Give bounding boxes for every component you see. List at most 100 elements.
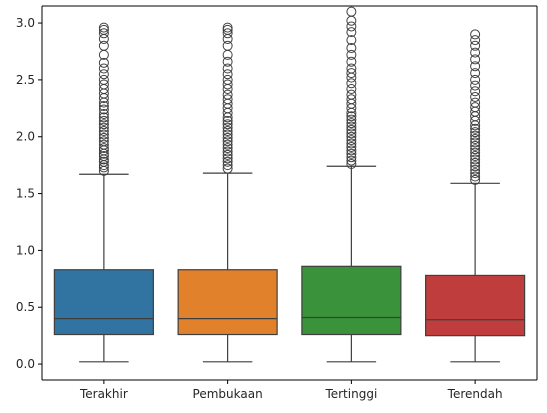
outlier-point: [98, 79, 109, 90]
outlier-point: [346, 131, 357, 142]
outlier-point: [346, 89, 357, 100]
y-axis: 0.0 0.5 1.0 1.5 2.0 2.5 3.0: [16, 6, 538, 380]
outlier-point: [222, 24, 233, 35]
outlier-point: [470, 61, 481, 72]
outlier-point: [346, 121, 357, 132]
outlier-point: [470, 140, 481, 151]
box-tertinggi: [301, 6, 402, 363]
y-tick-label: 1.5: [16, 187, 35, 201]
outlier-point: [346, 21, 357, 32]
outlier-point: [222, 63, 233, 74]
y-tick-label: 2.0: [16, 130, 35, 144]
box-iqr: [425, 274, 526, 337]
x-tick-label: Tertinggi: [324, 387, 377, 401]
x-axis: Terakhir Pembukaan Tertinggi Terendah: [42, 5, 537, 401]
outlier-point: [98, 122, 109, 133]
x-tick-label: Pembukaan: [193, 387, 263, 401]
outlier-point: [470, 47, 481, 58]
outlier-point: [346, 114, 357, 125]
outlier-point: [470, 102, 481, 113]
y-tick-label: 0.0: [16, 357, 35, 371]
outlier-point: [470, 147, 481, 158]
x-tick-label: Terendah: [447, 387, 503, 401]
box-iqr: [53, 269, 154, 336]
outlier-point: [470, 40, 481, 51]
y-tick-label: 0.5: [16, 300, 35, 314]
outlier-point: [470, 86, 481, 97]
outlier-point: [346, 68, 357, 79]
outlier-point: [222, 56, 233, 67]
outlier-point: [346, 128, 357, 139]
outlier-point: [346, 124, 357, 135]
box-terendah: [425, 29, 526, 363]
outlier-point: [222, 94, 233, 105]
outlier-point: [470, 68, 481, 79]
outlier-point: [346, 135, 357, 146]
outlier-point: [98, 108, 109, 119]
outlier-point: [470, 97, 481, 108]
outlier-point: [470, 157, 481, 168]
outlier-point: [98, 126, 109, 137]
outlier-point: [470, 91, 481, 102]
outlier-point: [98, 63, 109, 74]
outlier-point: [98, 40, 109, 51]
outlier-point: [222, 153, 233, 164]
box-iqr: [177, 269, 278, 336]
outlier-point: [470, 54, 481, 65]
outlier-point: [346, 27, 357, 38]
outlier-point: [222, 146, 233, 157]
outlier-point: [346, 15, 357, 26]
outlier-point: [222, 115, 233, 126]
outlier-point: [470, 151, 481, 162]
outlier-point: [222, 119, 233, 130]
outlier-point: [470, 134, 481, 145]
y-tick-label: 1.0: [16, 243, 35, 257]
outlier-point: [222, 40, 233, 51]
outlier-point: [222, 160, 233, 171]
outlier-point: [470, 35, 481, 46]
box-terakhir: [53, 22, 154, 363]
outlier-point: [98, 22, 109, 33]
outlier-point: [470, 144, 481, 155]
outlier-point: [98, 143, 109, 154]
outlier-point: [98, 129, 109, 140]
outlier-point: [98, 132, 109, 143]
outlier-point: [222, 129, 233, 140]
outlier-point: [222, 69, 233, 80]
outlier-point: [222, 89, 233, 100]
outlier-point: [470, 154, 481, 165]
outlier-point: [346, 56, 357, 67]
outlier-point: [98, 151, 109, 162]
outlier-point: [346, 94, 357, 105]
outlier-point: [222, 139, 233, 150]
outlier-point: [346, 43, 357, 54]
box-iqr: [301, 265, 402, 336]
y-tick-label: 2.5: [16, 73, 35, 87]
outlier-point: [346, 111, 357, 122]
outlier-point: [346, 78, 357, 89]
outlier-point: [222, 132, 233, 143]
outlier-point: [222, 28, 233, 39]
outlier-point: [222, 74, 233, 85]
outlier-point: [222, 149, 233, 160]
outlier-point: [346, 145, 357, 156]
outlier-point: [470, 171, 481, 182]
box-pembukaan: [177, 22, 278, 363]
outlier-point: [98, 156, 109, 167]
outlier-point: [470, 130, 481, 141]
outlier-point: [346, 159, 357, 170]
outlier-point: [98, 136, 109, 147]
outlier-point: [470, 164, 481, 175]
outlier-point: [346, 6, 357, 17]
outlier-point: [346, 83, 357, 94]
outlier-point: [222, 79, 233, 90]
outlier-point: [470, 174, 481, 185]
outlier-point: [98, 28, 109, 39]
outlier-point: [346, 138, 357, 149]
x-tick-label: Terakhir: [79, 387, 128, 401]
outlier-point: [470, 123, 481, 134]
outlier-point: [346, 148, 357, 159]
outlier-point: [470, 74, 481, 85]
outlier-point: [346, 63, 357, 74]
outlier-point: [346, 155, 357, 166]
